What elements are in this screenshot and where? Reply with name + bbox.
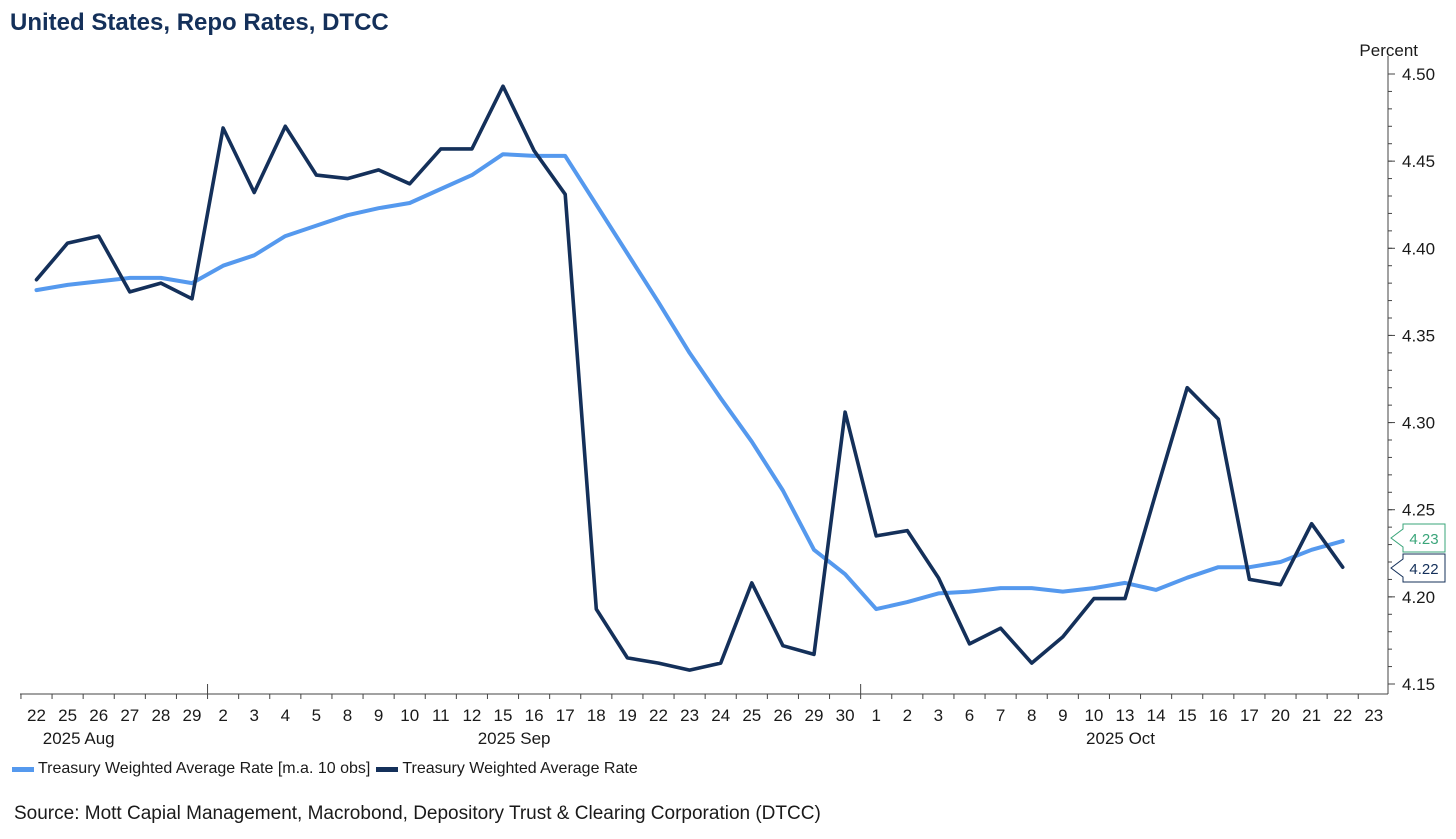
y-tick-label: 4.20 xyxy=(1402,588,1435,607)
x-tick-label: 9 xyxy=(1058,706,1067,725)
month-label: 2025 Oct xyxy=(1086,729,1155,748)
x-tick-label: 27 xyxy=(120,706,139,725)
x-tick-label: 23 xyxy=(680,706,699,725)
legend: Treasury Weighted Average Rate [m.a. 10 … xyxy=(12,760,644,778)
x-tick-label: 25 xyxy=(58,706,77,725)
x-tick-label: 24 xyxy=(711,706,730,725)
x-tick-label: 10 xyxy=(400,706,419,725)
x-tick-label: 2 xyxy=(218,706,227,725)
y-tick-label: 4.35 xyxy=(1402,326,1435,345)
month-label: 2025 Aug xyxy=(43,729,115,748)
x-tick-label: 1 xyxy=(871,706,880,725)
x-tick-label: 15 xyxy=(494,706,513,725)
end-label-ma-text: 4.23 xyxy=(1409,531,1438,548)
y-tick-label: 4.15 xyxy=(1402,675,1435,694)
x-tick-label: 16 xyxy=(525,706,544,725)
y-tick-label: 4.25 xyxy=(1402,501,1435,520)
x-tick-label: 29 xyxy=(805,706,824,725)
x-tick-label: 5 xyxy=(312,706,321,725)
end-label-rate-box xyxy=(1390,553,1446,583)
y-axis-label: Percent xyxy=(1359,41,1418,60)
x-tick-label: 7 xyxy=(996,706,1005,725)
x-tick-label: 10 xyxy=(1084,706,1103,725)
end-label-rate: 4.22 xyxy=(1390,553,1446,583)
x-tick-label: 28 xyxy=(151,706,170,725)
x-tick-label: 4 xyxy=(281,706,290,725)
x-tick-label: 30 xyxy=(836,706,855,725)
x-tick-label: 15 xyxy=(1178,706,1197,725)
x-tick-label: 9 xyxy=(374,706,383,725)
legend-swatch-ma xyxy=(12,766,34,772)
x-tick-label: 18 xyxy=(587,706,606,725)
x-tick-label: 3 xyxy=(934,706,943,725)
x-tick-label: 26 xyxy=(773,706,792,725)
x-tick-label: 11 xyxy=(432,706,450,725)
x-tick-label: 22 xyxy=(27,706,46,725)
legend-swatch-rate xyxy=(376,766,399,772)
x-tick-label: 17 xyxy=(556,706,575,725)
x-tick-label: 12 xyxy=(462,706,481,725)
x-tick-label: 6 xyxy=(965,706,974,725)
month-label: 2025 Sep xyxy=(478,729,551,748)
legend-label-rate: Treasury Weighted Average Rate xyxy=(402,760,638,777)
x-tick-label: 25 xyxy=(742,706,761,725)
source-note: Source: Mott Capial Management, Macrobon… xyxy=(14,803,821,824)
series-line-rate xyxy=(34,84,1345,672)
chart-title: United States, Repo Rates, DTCC xyxy=(10,9,389,36)
x-tick-label: 17 xyxy=(1240,706,1259,725)
y-tick-label: 4.45 xyxy=(1402,152,1435,171)
x-tick-label: 22 xyxy=(649,706,668,725)
chart-axes: 22 25 26 27 28 29 2 3 4 5 8 9 10 11 12 15 16 17 18 19 22 23 24… xyxy=(20,41,1435,748)
x-tick-label: 13 xyxy=(1116,706,1135,725)
x-tick-label: 21 xyxy=(1302,706,1321,725)
x-tick-label: 19 xyxy=(618,706,637,725)
legend-item-rate: Treasury Weighted Average Rate xyxy=(376,760,638,778)
legend-item-ma: Treasury Weighted Average Rate [m.a. 10 … xyxy=(12,760,370,778)
y-tick-label: 4.30 xyxy=(1402,414,1435,433)
legend-label-ma: Treasury Weighted Average Rate [m.a. 10 … xyxy=(38,760,371,777)
x-tick-label: 8 xyxy=(343,706,352,725)
y-tick-label: 4.50 xyxy=(1402,65,1435,84)
end-label-ma-box xyxy=(1390,523,1446,553)
end-labels: 4.23 4.22 xyxy=(1390,523,1446,583)
end-label-ma: 4.23 xyxy=(1390,523,1446,553)
x-tick-label: 29 xyxy=(183,706,202,725)
x-tick-label: 23 xyxy=(1364,706,1383,725)
x-tick-label: 8 xyxy=(1027,706,1036,725)
series-line-ma xyxy=(34,152,1345,612)
x-tick-label: 26 xyxy=(89,706,108,725)
x-tick-label: 16 xyxy=(1209,706,1228,725)
y-tick-label: 4.40 xyxy=(1402,239,1435,258)
end-label-rate-text: 4.22 xyxy=(1409,561,1438,578)
x-tick-label: 3 xyxy=(249,706,258,725)
x-tick-label: 22 xyxy=(1333,706,1352,725)
x-tick-label: 14 xyxy=(1147,706,1166,725)
x-tick-label: 20 xyxy=(1271,706,1290,725)
x-tick-label: 2 xyxy=(903,706,912,725)
chart-lines xyxy=(34,84,1345,672)
